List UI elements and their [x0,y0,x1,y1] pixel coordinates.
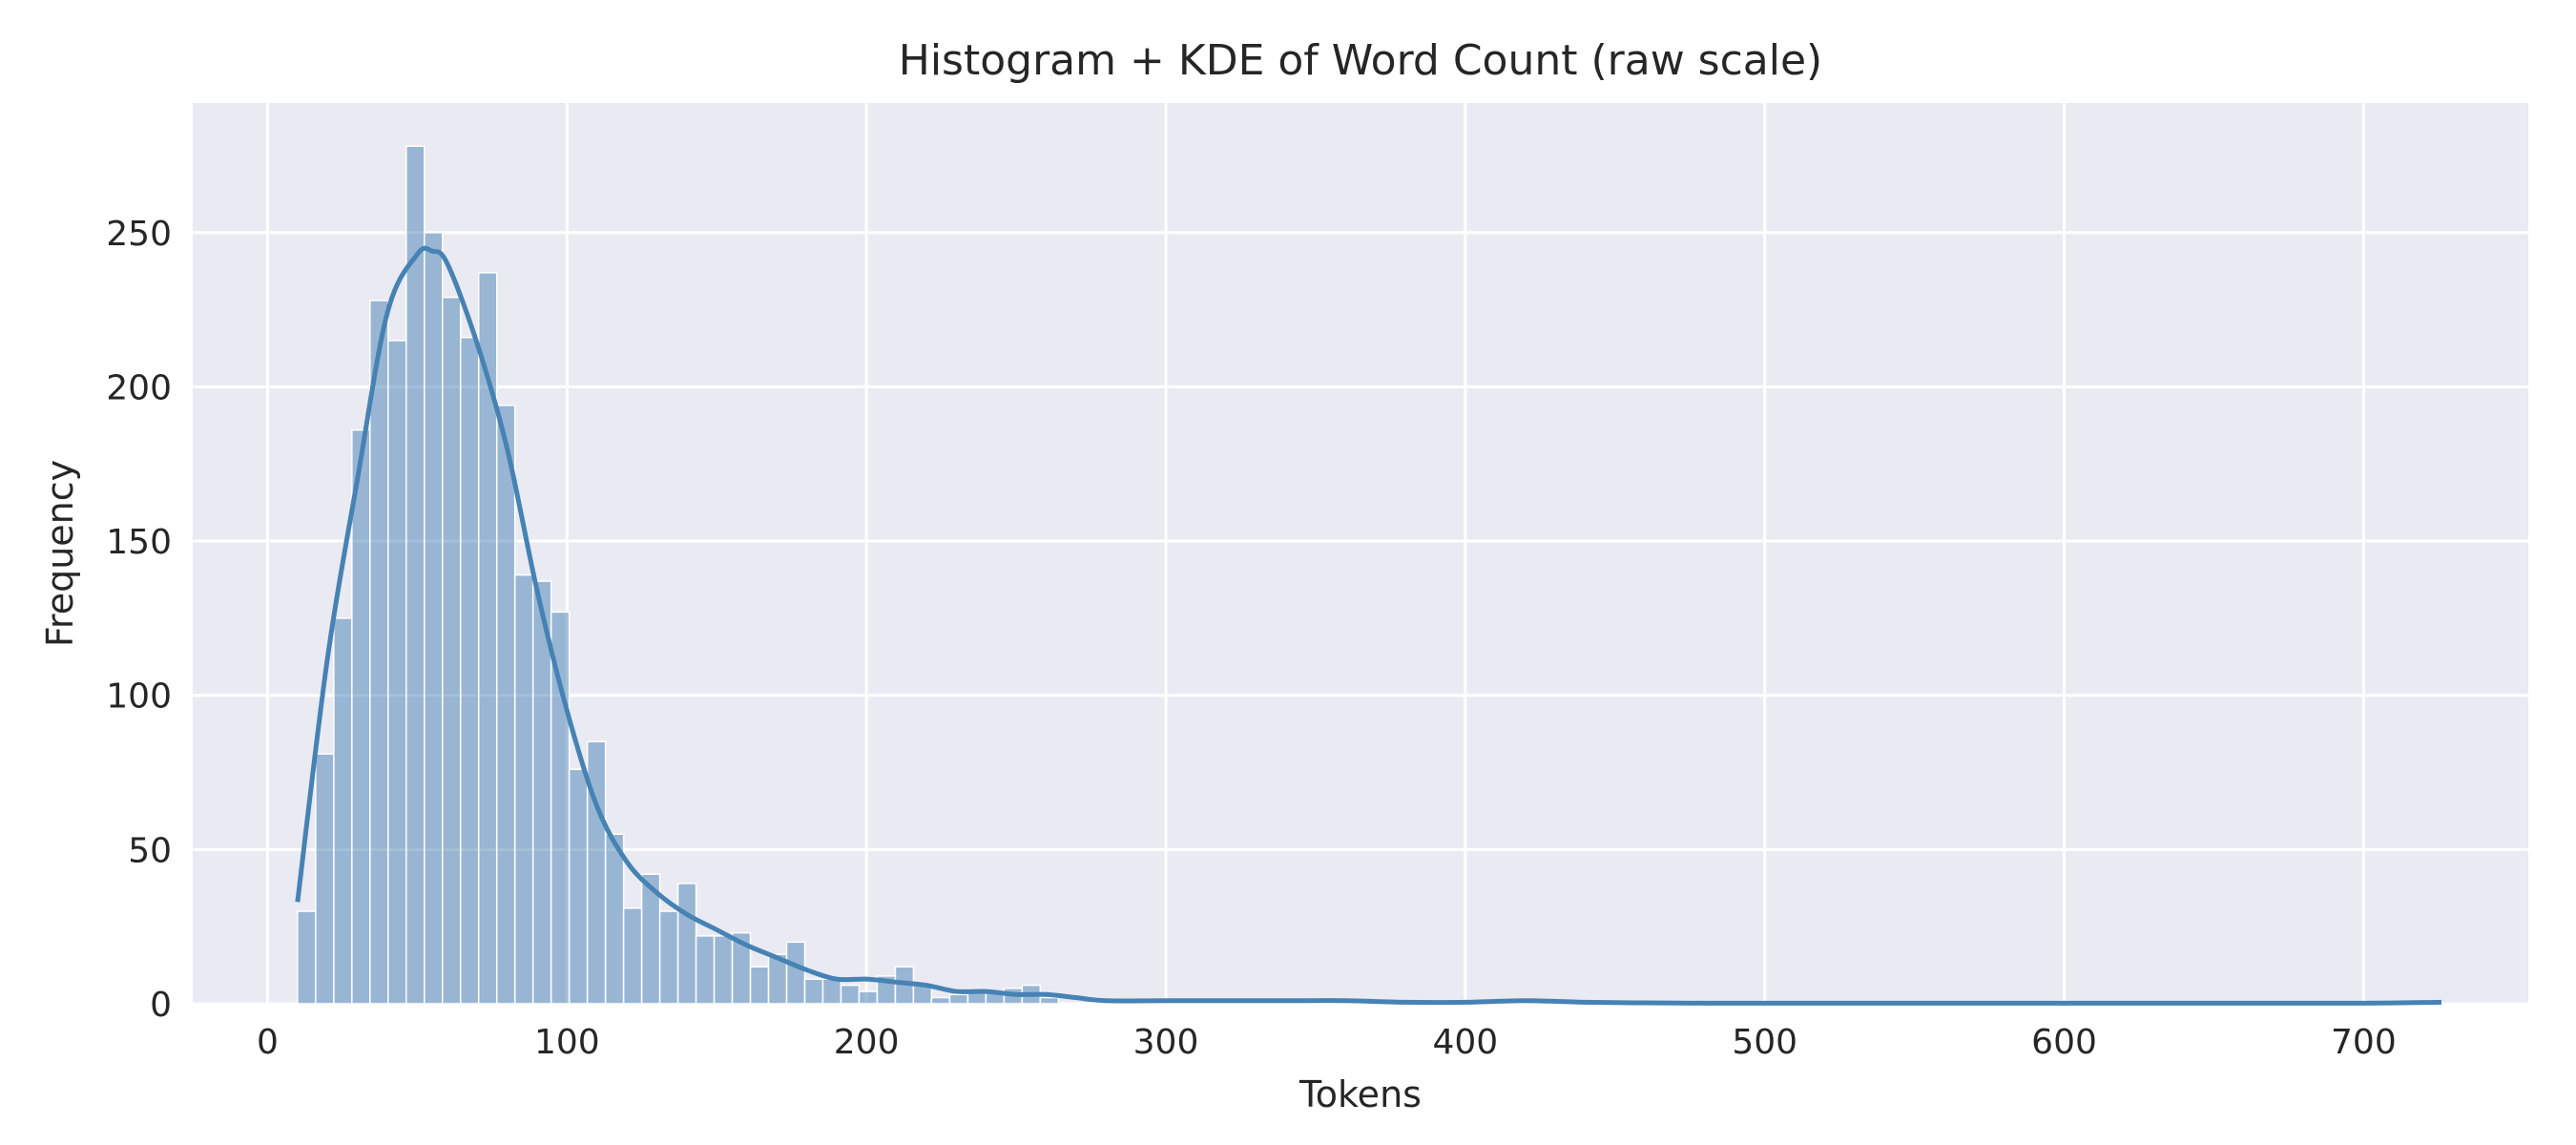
histogram-bar [785,941,806,1005]
x-tick-label: 200 [834,1023,900,1062]
y-tick-label: 50 [128,831,172,870]
histogram-bar [315,753,335,1005]
histogram-bar [948,993,969,1005]
x-tick-label: 600 [2031,1023,2097,1062]
histogram-bar [369,300,389,1005]
histogram-bar [424,232,444,1005]
histogram-bar [550,611,571,1005]
histogram-bar [604,833,625,1005]
x-tick-label: 500 [1732,1023,1797,1062]
histogram-bar [495,405,516,1005]
histogram-bar [930,996,951,1005]
chart-title: Histogram + KDE of Word Count (raw scale… [899,36,1822,85]
kde-curve [295,245,2442,1006]
histogram-bar [459,336,480,1005]
x-tick-label: 100 [534,1023,600,1062]
histogram-bar [568,768,589,1005]
y-tick-label: 150 [106,523,172,562]
histogram-bar [749,966,770,1005]
y-tick-label: 250 [106,215,172,254]
y-tick-label: 100 [106,677,172,717]
histogram-bars [297,145,1060,1005]
histogram-bar [858,990,879,1005]
x-tick-label: 700 [2331,1023,2397,1062]
x-tick-label: 400 [1432,1023,1498,1062]
histogram-bar [713,935,734,1005]
histogram-bar [513,573,534,1005]
y-tick-label: 200 [106,368,172,407]
histogram-bar [387,340,407,1005]
histogram-bar [622,907,643,1005]
histogram-bar [441,296,462,1005]
y-axis-label: Frequency [39,460,81,647]
histogram-bar [333,617,353,1005]
y-axis-ticks: 0 50 100 150 200 250 [106,215,172,1025]
histogram-bar [803,978,824,1005]
x-tick-label: 300 [1133,1023,1199,1062]
histogram-bar [821,978,842,1005]
histogram-bar [351,428,371,1005]
histogram-bar [695,935,716,1005]
histogram-bar [840,984,861,1005]
x-axis-ticks: 0 100 200 300 400 500 600 700 [257,1023,2397,1062]
y-tick-label: 0 [150,986,172,1025]
histogram-bar [658,910,679,1005]
histogram-bar [676,883,697,1005]
histogram-bar [1039,996,1060,1005]
histogram-bar [405,145,426,1005]
x-tick-label: 0 [257,1023,279,1062]
x-axis-label: Tokens [1298,1073,1422,1115]
histogram-bar [297,910,317,1005]
